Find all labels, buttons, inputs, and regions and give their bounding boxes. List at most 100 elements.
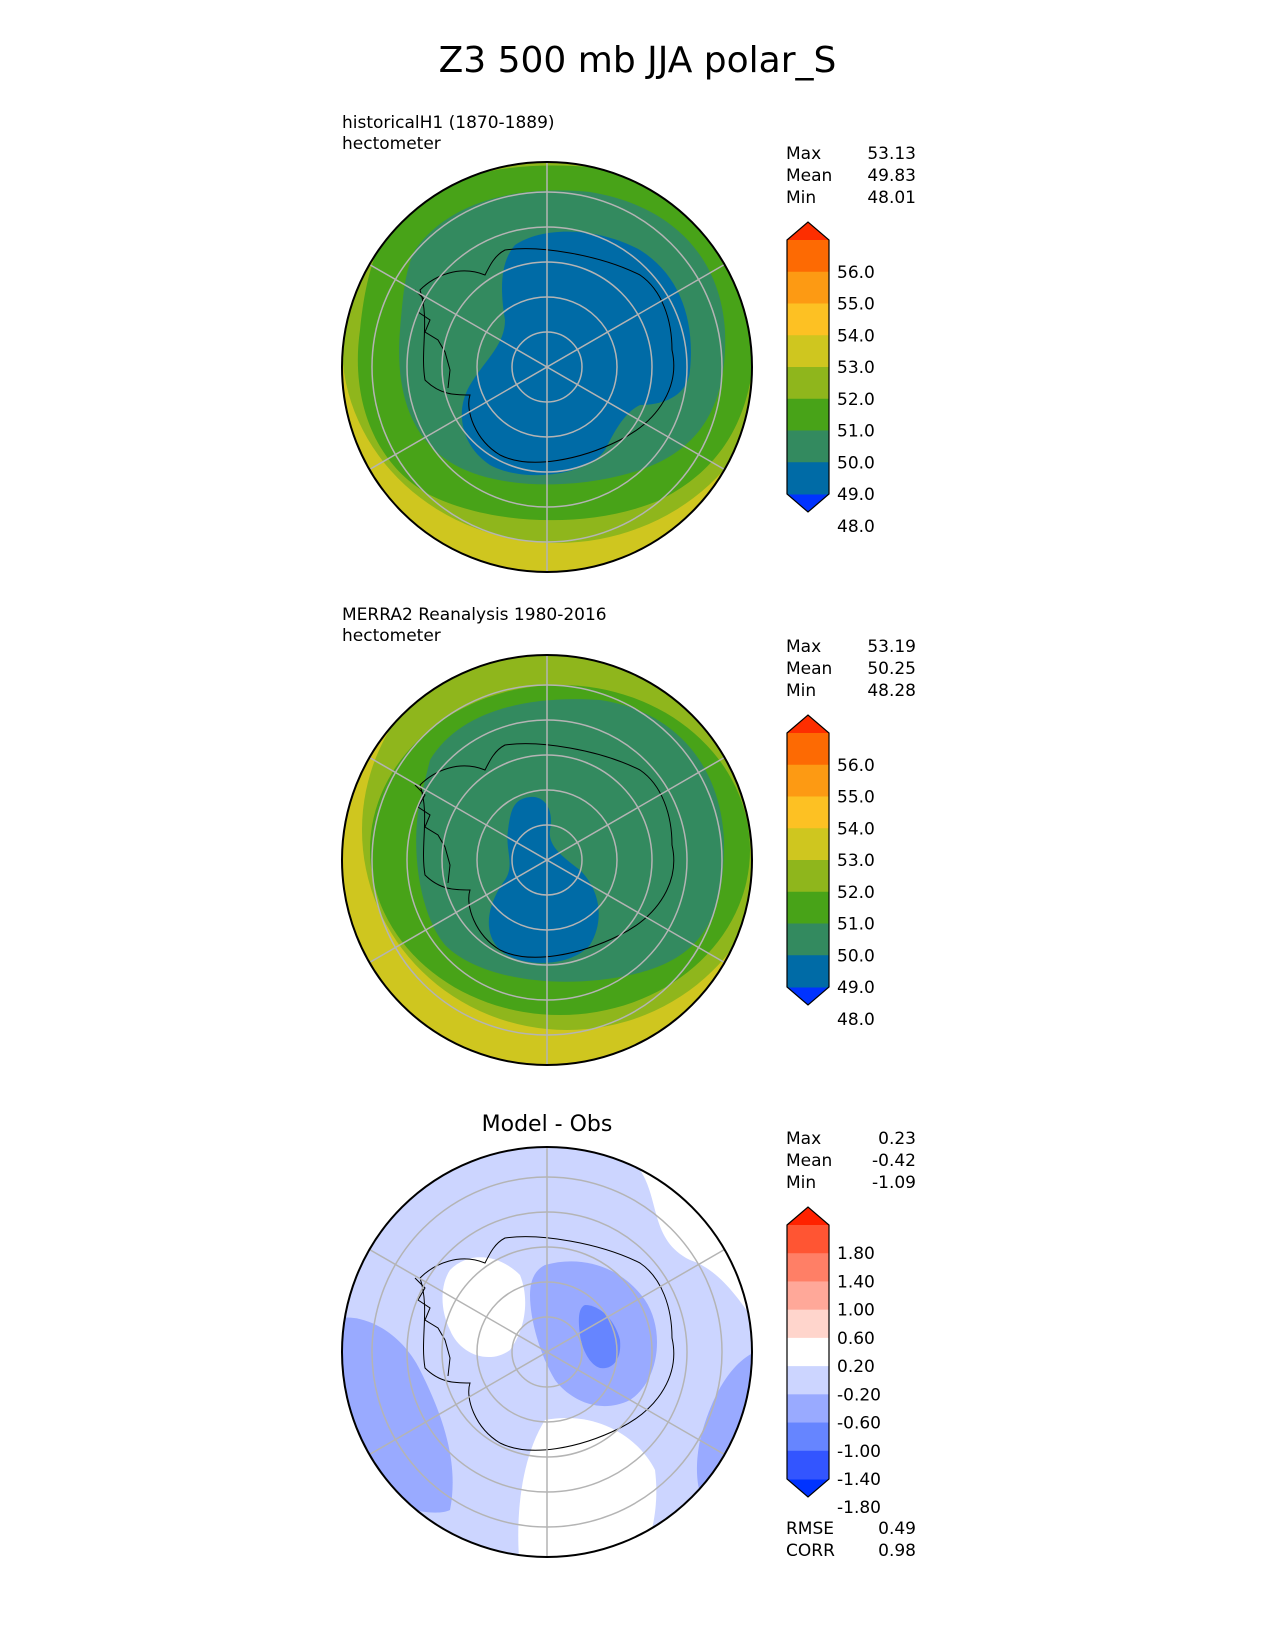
stat-label: Mean	[786, 659, 833, 679]
colorbar-tick-label: 52.0	[837, 883, 875, 903]
panel3-stat-rmse: RMSE 0.49	[786, 1518, 916, 1540]
panel2-subtitle-line2: hectometer	[342, 626, 441, 646]
panel2-stats: Max 53.19 Mean 50.25 Min 48.28	[786, 636, 916, 702]
panel2-subtitle: MERRA2 Reanalysis 1980-2016 hectometer	[342, 605, 607, 647]
panel2-stat-mean: Mean 50.25	[786, 658, 916, 680]
stat-value: 53.19	[867, 637, 916, 657]
colorbar-tick-label: 56.0	[837, 263, 875, 283]
colorbar-outline	[786, 714, 830, 1006]
colorbar-segment	[787, 367, 829, 400]
panel1-subtitle: historicalH1 (1870-1889) hectometer	[342, 113, 555, 155]
colorbar-segment	[787, 1337, 829, 1367]
colorbar-tick-label: 48.0	[837, 517, 875, 537]
panel3-stat-min: Min -1.09	[786, 1172, 916, 1194]
colorbar-tick-label: 0.60	[837, 1329, 875, 1349]
colorbar-tick-label: 49.0	[837, 485, 875, 505]
colorbar-tick-label: 55.0	[837, 788, 875, 808]
colorbar-segment	[787, 462, 829, 495]
stat-value: 0.23	[878, 1129, 916, 1149]
colorbar-segment	[787, 1366, 829, 1395]
colorbar-segment	[787, 1281, 829, 1311]
contour-48-49	[488, 796, 599, 963]
colorbar-segment	[787, 891, 829, 924]
stat-label: RMSE	[786, 1519, 835, 1539]
colorbar-outline	[786, 1206, 830, 1498]
colorbar-segment	[787, 955, 829, 988]
colorbar-segment	[787, 430, 829, 463]
colorbar-tick-label: 50.0	[837, 946, 875, 966]
colorbar-tick-label: 53.0	[837, 851, 875, 871]
stat-label: Min	[786, 188, 817, 208]
panel1-map	[342, 162, 752, 572]
stat-value: 48.28	[867, 681, 916, 701]
panel3-map-frame	[341, 1146, 753, 1558]
colorbar-segment	[787, 1253, 829, 1282]
peninsula-coastline	[414, 1277, 451, 1377]
panel3-stats: Max 0.23 Mean -0.42 Min -1.09	[786, 1128, 916, 1194]
panel3-stat-corr: CORR 0.98	[786, 1540, 916, 1562]
stat-value: 53.13	[867, 144, 916, 164]
stat-value: -1.09	[872, 1173, 916, 1193]
colorbar-tick-label: 53.0	[837, 358, 875, 378]
stat-value: 0.98	[878, 1541, 916, 1561]
panel3-title: Model - Obs	[481, 1112, 613, 1137]
colorbar-extend-max	[787, 715, 829, 733]
antarctica-coastline	[419, 743, 675, 958]
colorbar-segment	[787, 398, 829, 431]
colorbar-segment	[787, 796, 829, 829]
panel1-subtitle-line2: hectometer	[342, 134, 441, 154]
colorbar-tick-label: 0.20	[837, 1357, 875, 1377]
colorbar-extend-max	[787, 1207, 829, 1225]
colorbar-tick-label: -1.00	[837, 1442, 881, 1462]
stat-label: Mean	[786, 1151, 833, 1171]
panel3-graticule	[369, 1147, 725, 1557]
antarctica-coastline	[419, 1236, 675, 1451]
panel3-map	[342, 1147, 752, 1557]
colorbar-segment	[787, 828, 829, 861]
panel1-stat-max: Max 53.13	[786, 143, 916, 165]
peninsula-coastline	[414, 784, 451, 884]
panel3-stat-mean: Mean -0.42	[786, 1150, 916, 1172]
stat-label: Max	[786, 637, 822, 657]
stat-value: -0.42	[872, 1151, 916, 1171]
stat-value: 0.49	[878, 1519, 916, 1539]
colorbar-tick-label: 51.0	[837, 422, 875, 442]
panel2-map	[342, 655, 752, 1065]
panel1-stat-min: Min 48.01	[786, 187, 916, 209]
panel2-stat-max: Max 53.19	[786, 636, 916, 658]
colorbar-tick-label: 55.0	[837, 295, 875, 315]
panel1-stat-mean: Mean 49.83	[786, 165, 916, 187]
panel2-stat-min: Min 48.28	[786, 680, 916, 702]
panel1-map-frame	[341, 161, 753, 573]
colorbar-tick-label: 52.0	[837, 390, 875, 410]
colorbar-segment	[787, 1450, 829, 1480]
contour-near-zero	[442, 1257, 526, 1358]
panel1-colorbar: 56.0 55.0 54.0 53.0 52.0 51.0 50.0 49.0 48.0	[786, 221, 875, 537]
panel2-graticule	[369, 655, 725, 1065]
colorbar-segment	[787, 1394, 829, 1424]
colorbar-segment	[787, 923, 829, 956]
stat-value: 50.25	[867, 659, 916, 679]
colorbar-tick-label: 1.00	[837, 1301, 875, 1321]
panel1-graticule	[369, 162, 725, 572]
stat-label: CORR	[786, 1541, 835, 1561]
colorbar-segment	[787, 1225, 829, 1254]
panel3-stat-max: Max 0.23	[786, 1128, 916, 1150]
antarctica-coastline	[419, 248, 675, 463]
stat-label: Max	[786, 144, 822, 164]
colorbar-tick-label: 51.0	[837, 915, 875, 935]
colorbar-tick-label: 1.80	[837, 1244, 875, 1264]
colorbar-tick-label: 1.40	[837, 1272, 875, 1292]
colorbar-tick-label: 54.0	[837, 326, 875, 346]
contour-48-49	[461, 231, 691, 476]
panel1-stats: Max 53.13 Mean 49.83 Min 48.01	[786, 143, 916, 209]
panel1-subtitle-line1: historicalH1 (1870-1889)	[342, 113, 555, 133]
colorbar-extend-max	[787, 222, 829, 240]
stat-label: Min	[786, 681, 817, 701]
colorbar-tick-label: -0.20	[837, 1385, 881, 1405]
panel2-map-frame	[341, 654, 753, 1066]
colorbar-tick-label: 56.0	[837, 756, 875, 776]
stat-label: Mean	[786, 166, 833, 186]
panel3-colorbar: 1.80 1.40 1.00 0.60 0.20 -0.20 -0.60 -1.00 -1.40…	[786, 1206, 881, 1518]
colorbar-segment	[787, 271, 829, 304]
